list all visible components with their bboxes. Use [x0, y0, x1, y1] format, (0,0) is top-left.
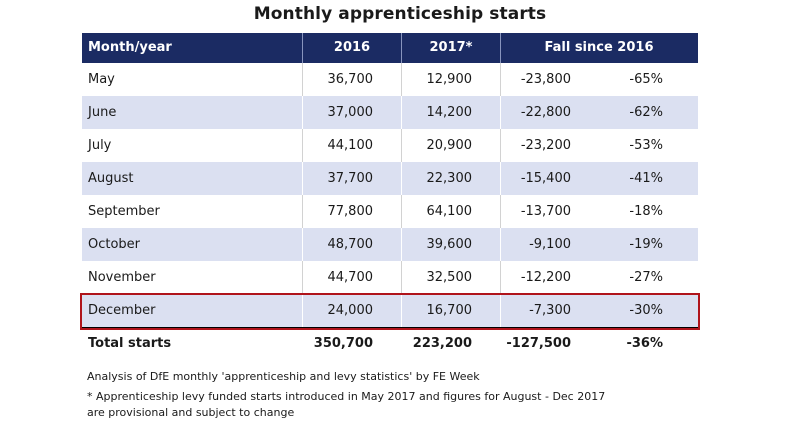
cell-month: September — [88, 204, 160, 219]
cell-fall: -15,400 — [520, 171, 571, 186]
total-pct: -36% — [626, 336, 663, 351]
cell-2017: 64,100 — [426, 204, 473, 219]
cell-pct: -62% — [629, 105, 663, 120]
cell-2016: 37,700 — [327, 171, 374, 186]
cell-month: December — [88, 303, 156, 318]
total-2016: 350,700 — [313, 336, 373, 351]
table-row: December 24,000 16,700 -7,300 -30% — [82, 294, 698, 327]
cell-2017: 39,600 — [426, 237, 473, 252]
cell-divider — [302, 294, 303, 327]
header-month: Month/year — [88, 40, 172, 55]
cell-2017: 22,300 — [426, 171, 473, 186]
cell-month: May — [88, 72, 115, 87]
cell-fall: -12,200 — [520, 270, 571, 285]
cell-2016: 44,100 — [327, 138, 374, 153]
total-row: Total starts 350,700 223,200 -127,500 -3… — [82, 327, 698, 360]
cell-month: July — [88, 138, 112, 153]
cell-pct: -19% — [629, 237, 663, 252]
cell-divider — [500, 228, 501, 261]
cell-divider — [500, 129, 501, 162]
source-note: Analysis of DfE monthly 'apprenticeship … — [87, 370, 480, 383]
cell-fall: -23,800 — [520, 72, 571, 87]
cell-divider — [302, 162, 303, 195]
cell-2016: 36,700 — [327, 72, 374, 87]
cell-2016: 77,800 — [327, 204, 374, 219]
cell-2016: 37,000 — [327, 105, 374, 120]
cell-divider — [500, 96, 501, 129]
cell-2017: 32,500 — [426, 270, 473, 285]
cell-month: November — [88, 270, 156, 285]
cell-divider — [500, 294, 501, 327]
cell-divider — [401, 195, 402, 228]
cell-pct: -18% — [629, 204, 663, 219]
table-header: Month/year 2016 2017* Fall since 2016 — [82, 33, 698, 63]
december-highlight-box — [80, 293, 700, 330]
data-table: Month/year 2016 2017* Fall since 2016 Ma… — [82, 33, 698, 359]
cell-pct: -65% — [629, 72, 663, 87]
cell-divider — [302, 129, 303, 162]
cell-divider — [302, 195, 303, 228]
cell-divider — [500, 195, 501, 228]
cell-pct: -41% — [629, 171, 663, 186]
header-divider — [500, 33, 501, 63]
header-fall: Fall since 2016 — [544, 40, 654, 55]
cell-divider — [302, 63, 303, 96]
cell-divider — [401, 129, 402, 162]
table-row: October 48,700 39,600 -9,100 -19% — [82, 228, 698, 261]
cell-pct: -27% — [629, 270, 663, 285]
header-2017: 2017* — [429, 40, 473, 55]
header-divider — [401, 33, 402, 63]
total-label: Total starts — [88, 336, 172, 351]
total-2017: 223,200 — [412, 336, 472, 351]
table-row: August 37,700 22,300 -15,400 -41% — [82, 162, 698, 195]
cell-month: August — [88, 171, 134, 186]
footnote-line-2: are provisional and subject to change — [87, 406, 295, 419]
cell-divider — [500, 261, 501, 294]
cell-divider — [401, 228, 402, 261]
cell-2016: 24,000 — [327, 303, 374, 318]
total-fall: -127,500 — [506, 336, 571, 351]
table-row: July 44,100 20,900 -23,200 -53% — [82, 129, 698, 162]
cell-2017: 12,900 — [426, 72, 473, 87]
cell-fall: -7,300 — [529, 303, 571, 318]
table-row: September 77,800 64,100 -13,700 -18% — [82, 195, 698, 228]
cell-divider — [401, 162, 402, 195]
cell-divider — [401, 63, 402, 96]
cell-2017: 20,900 — [426, 138, 473, 153]
cell-divider — [401, 261, 402, 294]
cell-divider — [302, 96, 303, 129]
header-divider — [302, 33, 303, 63]
cell-fall: -23,200 — [520, 138, 571, 153]
table-row: November 44,700 32,500 -12,200 -27% — [82, 261, 698, 294]
cell-fall: -22,800 — [520, 105, 571, 120]
table-row: May 36,700 12,900 -23,800 -65% — [82, 63, 698, 96]
cell-pct: -53% — [629, 138, 663, 153]
cell-divider — [401, 294, 402, 327]
cell-month: October — [88, 237, 141, 252]
cell-month: June — [88, 105, 117, 120]
cell-divider — [302, 261, 303, 294]
footnote-line-1: * Apprenticeship levy funded starts intr… — [87, 390, 606, 403]
cell-divider — [500, 162, 501, 195]
chart-title: Monthly apprenticeship starts — [253, 4, 547, 24]
table-row: June 37,000 14,200 -22,800 -62% — [82, 96, 698, 129]
header-2016: 2016 — [333, 40, 371, 55]
cell-2016: 44,700 — [327, 270, 374, 285]
cell-divider — [302, 228, 303, 261]
cell-2017: 16,700 — [426, 303, 473, 318]
cell-divider — [500, 63, 501, 96]
cell-fall: -13,700 — [520, 204, 571, 219]
cell-divider — [401, 96, 402, 129]
cell-pct: -30% — [629, 303, 663, 318]
cell-fall: -9,100 — [529, 237, 571, 252]
cell-2016: 48,700 — [327, 237, 374, 252]
cell-2017: 14,200 — [426, 105, 473, 120]
